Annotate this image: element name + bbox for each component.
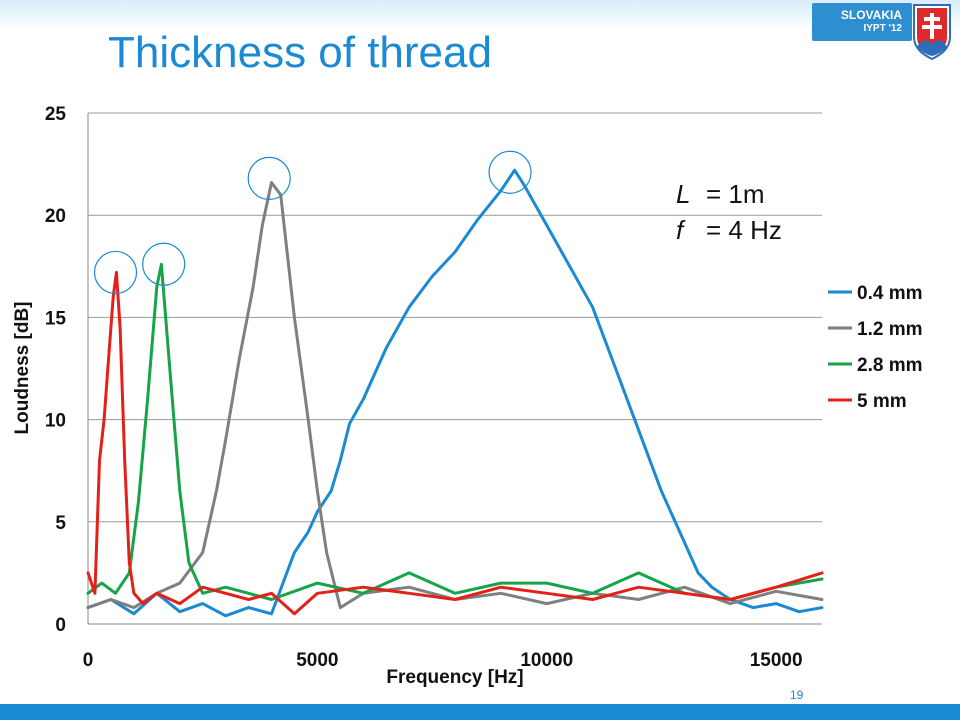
annotation-layer bbox=[93, 150, 532, 295]
x-axis-label: Frequency [Hz] bbox=[386, 667, 523, 688]
param-length-value: = 1m bbox=[706, 179, 765, 209]
legend-label: 5 mm bbox=[857, 391, 907, 412]
param-frequency-value: = 4 Hz bbox=[706, 215, 782, 245]
x-tick-label: 0 bbox=[83, 650, 94, 671]
parameters-box: L = 1m f = 4 Hz bbox=[676, 176, 782, 248]
param-length: L = 1m bbox=[676, 176, 782, 212]
bottom-band bbox=[0, 704, 960, 720]
y-tick-label: 5 bbox=[55, 513, 66, 534]
series-line-3 bbox=[86, 262, 824, 601]
peak-circle bbox=[93, 250, 138, 295]
x-tick-label: 5000 bbox=[296, 650, 338, 671]
legend-label: 0.4 mm bbox=[857, 283, 922, 304]
y-tick-label: 10 bbox=[45, 411, 66, 432]
top-band bbox=[0, 0, 960, 32]
brand-event: IYPT '12 bbox=[863, 23, 902, 34]
series-line-1 bbox=[86, 168, 824, 618]
brand-text: SLOVAKIA IYPT '12 bbox=[841, 9, 902, 35]
slovak-crest-icon bbox=[913, 4, 951, 61]
peak-circle bbox=[247, 156, 291, 201]
page-number: 19 bbox=[790, 688, 804, 702]
y-tick-label: 20 bbox=[45, 206, 66, 227]
axis-layer: 0 5 10 15 20 25 0 5000 10000 15000 bbox=[45, 104, 822, 671]
grid-layer bbox=[88, 112, 822, 523]
legend: 0.4 mm 1.2 mm 2.8 mm 5 mm bbox=[828, 283, 922, 412]
brand-band bbox=[812, 3, 912, 41]
param-frequency: f = 4 Hz bbox=[676, 212, 782, 248]
brand-country: SLOVAKIA bbox=[840, 8, 902, 22]
y-tick-label: 15 bbox=[45, 308, 67, 329]
param-frequency-symbol: f bbox=[676, 215, 684, 245]
series-layer bbox=[86, 168, 824, 618]
y-tick-label: 0 bbox=[55, 615, 66, 636]
param-length-symbol: L bbox=[676, 179, 691, 209]
x-tick-label: 10000 bbox=[520, 650, 573, 671]
y-tick-label: 25 bbox=[45, 104, 67, 125]
legend-label: 1.2 mm bbox=[857, 319, 922, 340]
x-tick-label: 15000 bbox=[750, 650, 803, 671]
peak-circle bbox=[142, 242, 186, 286]
series-line-4 bbox=[86, 270, 824, 616]
y-axis-label: Loudness [dB] bbox=[12, 302, 33, 435]
slide-title: Thickness of thread bbox=[108, 28, 492, 77]
legend-label: 2.8 mm bbox=[857, 355, 922, 376]
peak-circle bbox=[488, 150, 532, 194]
